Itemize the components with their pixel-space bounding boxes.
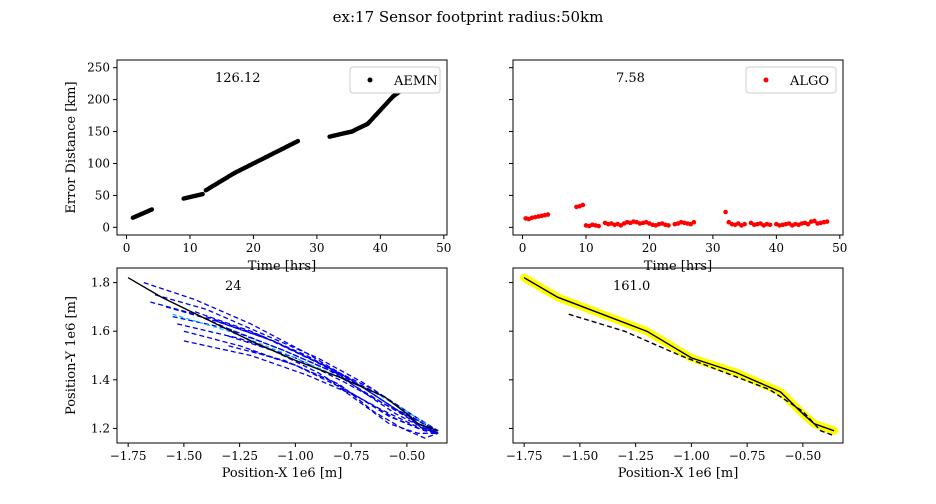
x-tick-label: 0	[123, 241, 131, 255]
data-point	[812, 218, 817, 224]
y-tick-label: 100	[87, 156, 110, 170]
estimated-track	[217, 320, 439, 434]
legend-label: AEMN	[393, 74, 438, 89]
x-tick-label: −0.75	[729, 449, 766, 463]
figure-suptitle: ex:17 Sensor footprint radius:50km	[333, 8, 604, 26]
plot-area-tr	[523, 202, 830, 229]
legend-marker	[763, 77, 769, 83]
x-tick-label: 0	[519, 241, 527, 255]
x-tick-label: −1.75	[506, 449, 543, 463]
y-tick-label: 1.2	[91, 421, 110, 435]
x-tick-label: −1.00	[277, 449, 314, 463]
legend-label: ALGO	[789, 74, 829, 89]
x-tick-label: 40	[769, 241, 784, 255]
data-point	[200, 191, 205, 197]
x-tick-label: 20	[642, 241, 657, 255]
plot-area-tl	[130, 66, 434, 220]
estimated-track	[183, 340, 439, 434]
axes-tr: 0 10 20 30 40 50 Time [hrs] 7.58 ALGO	[509, 59, 847, 274]
estimate-track	[568, 313, 835, 437]
y-axis-label: Position-Y 1e6 [m]	[64, 296, 79, 415]
axes-frame	[116, 59, 448, 236]
y-tick-label: 150	[87, 125, 110, 139]
x-tick-label: 30	[705, 241, 720, 255]
x-tick-label: −1.50	[562, 449, 599, 463]
panel-annotation: 161.0	[613, 279, 650, 294]
legend: AEMN	[349, 66, 441, 94]
panel-annotation: 126.12	[215, 71, 261, 86]
axes-tl: 0 10 20 30 40 50 0 50 100 150 200 250 Time [hrs] Erro…	[64, 59, 451, 274]
y-tick-label: 50	[95, 188, 110, 202]
x-axis-label: Position-X 1e6 [m]	[618, 466, 739, 481]
axes-bl: −1.75 −1.50 −1.25 −1.00 −0.75 −0.50 1.2 1.4 1.6 1…	[64, 267, 448, 481]
x-tick-label: −1.50	[166, 449, 203, 463]
panel-annotation: 7.58	[616, 71, 645, 86]
axes-frame	[116, 267, 448, 444]
y-tick-label: 1.6	[91, 324, 110, 338]
axes-frame	[512, 267, 844, 444]
x-axis-label: Position-X 1e6 [m]	[222, 466, 343, 481]
x-tick-label: 40	[373, 241, 388, 255]
x-axis-label: Time [hrs]	[644, 259, 712, 274]
legend-frame	[745, 66, 837, 94]
mean-track	[172, 313, 430, 427]
x-tick-label: 50	[436, 241, 451, 255]
x-axis-label: Time [hrs]	[248, 259, 316, 274]
legend-frame	[349, 66, 441, 94]
data-point	[767, 222, 773, 228]
data-point	[149, 207, 155, 212]
x-tick-label: 30	[309, 241, 324, 255]
x-tick-label: 50	[832, 241, 847, 255]
truth-track	[127, 277, 439, 432]
x-tick-label: −1.75	[110, 449, 147, 463]
x-tick-label: −0.50	[388, 449, 425, 463]
estimated-track	[177, 323, 439, 434]
estimated-track	[172, 315, 439, 434]
data-point	[742, 221, 747, 227]
data-point	[805, 221, 811, 227]
data-point	[723, 209, 728, 215]
x-tick-label: −0.50	[784, 449, 821, 463]
x-tick-label: 10	[182, 241, 197, 255]
x-tick-label: −1.25	[221, 449, 258, 463]
axes-br: −1.75 −1.50 −1.25 −1.00 −0.75 −0.50 Position-X…	[506, 267, 844, 481]
x-tick-label: −1.25	[617, 449, 654, 463]
x-tick-label: 20	[246, 241, 261, 255]
x-tick-label: 10	[578, 241, 593, 255]
data-point	[545, 212, 551, 217]
data-point	[666, 223, 671, 228]
y-tick-label: 1.4	[91, 373, 110, 387]
y-tick-label: 200	[87, 93, 110, 107]
estimated-track	[150, 301, 439, 432]
estimated-track	[183, 330, 439, 434]
legend: ALGO	[745, 66, 837, 94]
data-point	[295, 138, 301, 144]
panel-annotation: 24	[225, 279, 242, 294]
highlight-track	[520, 273, 839, 435]
plot-area-br	[520, 273, 839, 437]
estimated-track	[250, 349, 439, 439]
x-tick-label: −0.75	[333, 449, 370, 463]
y-tick-label: 0	[102, 220, 110, 234]
data-point	[691, 219, 697, 225]
x-tick-label: −1.00	[673, 449, 710, 463]
data-point	[824, 219, 830, 224]
legend-marker	[367, 77, 373, 83]
y-tick-label: 250	[87, 61, 110, 75]
y-axis-label: Error Distance [km]	[64, 81, 79, 213]
truth-track	[523, 277, 835, 432]
data-point	[596, 223, 601, 229]
axes-frame	[512, 59, 844, 236]
y-tick-label: 1.8	[91, 276, 110, 290]
plot-area-bl	[127, 277, 439, 439]
estimated-track	[228, 335, 439, 434]
data-point	[580, 202, 586, 208]
estimated-track	[228, 345, 439, 434]
